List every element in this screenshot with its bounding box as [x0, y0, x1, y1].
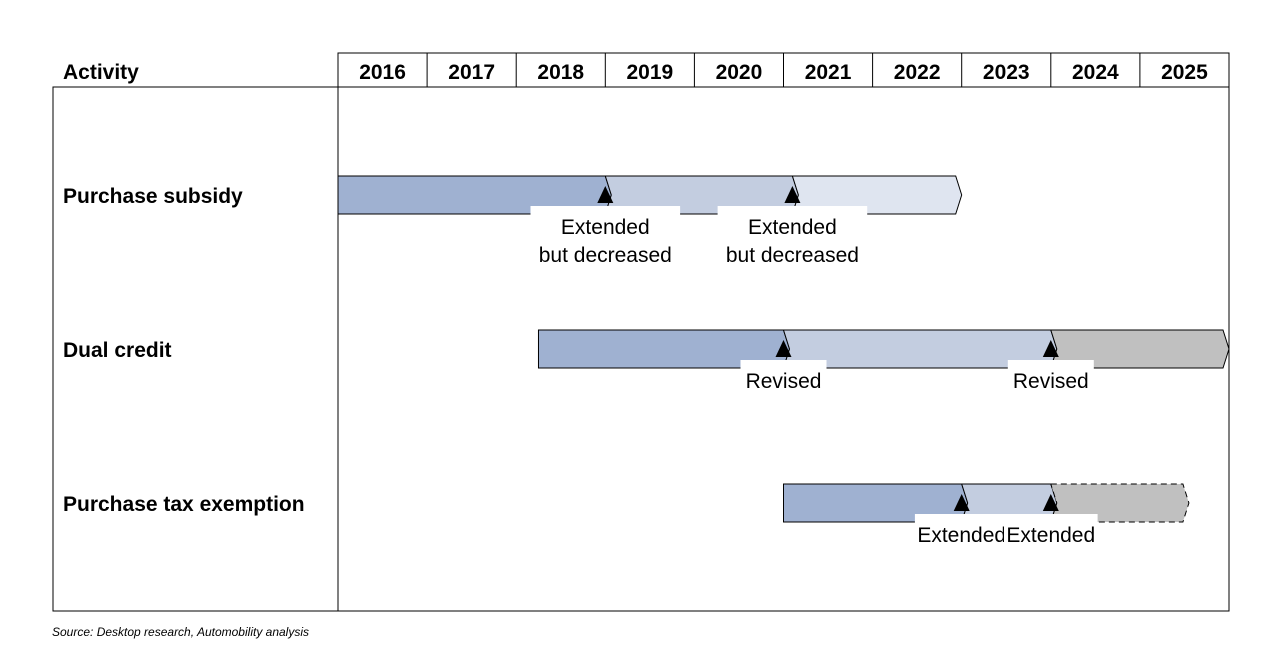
activity-label: Dual credit — [63, 339, 172, 362]
year-label: 2020 — [716, 61, 763, 84]
milestone-triangle-icon — [597, 186, 614, 203]
activity-label: Purchase tax exemption — [63, 493, 305, 516]
milestone: Extended — [914, 494, 1009, 547]
milestone-label: Revised — [1013, 370, 1089, 393]
year-label: 2019 — [626, 61, 673, 84]
year-header: 2016 2017 2018 2019 2020 2021 2022 2023 2024 2025 — [359, 53, 1208, 87]
milestone-label-bg — [1007, 360, 1094, 392]
activity-label: Purchase subsidy — [63, 185, 243, 208]
milestone-triangle-icon — [953, 494, 970, 511]
year-label: 2021 — [805, 61, 852, 84]
milestone-label: Extended — [561, 216, 650, 239]
milestone: Extended but decreased — [530, 186, 681, 267]
year-label: 2025 — [1161, 61, 1208, 84]
year-label: 2016 — [359, 61, 406, 84]
timeline-segment — [791, 175, 963, 215]
milestone-triangle-icon — [775, 340, 792, 357]
milestone-label: Revised — [746, 370, 822, 393]
row-2: Purchase tax exemption Extended Extended — [63, 483, 1190, 547]
milestone-label: but decreased — [726, 244, 859, 267]
year-label: 2017 — [448, 61, 495, 84]
milestone-label-bg — [1004, 514, 1098, 546]
milestone: Extended but decreased — [717, 186, 868, 267]
milestone-label-bg — [740, 360, 827, 392]
milestone-label-bg — [717, 206, 868, 266]
milestone-label-bg — [530, 206, 681, 266]
milestone-label-bg — [914, 514, 1009, 546]
milestone-label: Extended — [917, 524, 1006, 547]
year-label: 2022 — [894, 61, 941, 84]
source-note: Source: Desktop research, Automobility a… — [52, 625, 310, 639]
milestone-triangle-icon — [1042, 494, 1059, 511]
milestone: Revised — [740, 340, 827, 393]
row-1: Dual credit Revised Revised — [63, 329, 1230, 393]
milestone-triangle-icon — [784, 186, 801, 203]
timeline-segment — [1050, 329, 1230, 369]
milestone: Extended — [1004, 494, 1098, 547]
milestone-label: but decreased — [539, 244, 672, 267]
timeline-segment — [1050, 483, 1190, 523]
milestone-label: Extended — [748, 216, 837, 239]
activity-header: Activity — [63, 61, 139, 84]
milestone-triangle-icon — [1042, 340, 1059, 357]
year-label: 2023 — [983, 61, 1030, 84]
milestone-label: Extended — [1006, 524, 1095, 547]
milestone: Revised — [1007, 340, 1094, 393]
year-label: 2024 — [1072, 61, 1119, 84]
year-label: 2018 — [537, 61, 584, 84]
